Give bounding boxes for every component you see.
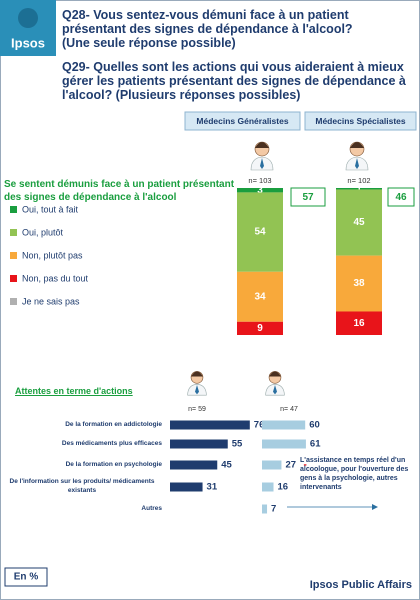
footer-left: En % — [14, 572, 39, 583]
segment-label: 54 — [254, 227, 266, 238]
footer-right: Ipsos Public Affairs — [310, 579, 412, 591]
actions-title: Attentes en terme d'actions — [15, 386, 133, 396]
bar — [170, 482, 203, 492]
category-label: De la formation en addictologie — [65, 421, 162, 428]
legend-label: Non, plutôt pas — [22, 250, 83, 260]
q28-note: (Une seule réponse possible) — [62, 36, 236, 50]
category-label: Des médicaments plus efficaces — [61, 440, 162, 447]
n-label: n= 59 — [188, 406, 206, 413]
total-label: 46 — [395, 192, 407, 203]
doctor-tie — [195, 385, 199, 395]
bar — [262, 482, 274, 492]
legend-swatch — [10, 252, 17, 259]
doctor-tie — [260, 158, 264, 169]
stack-segment — [336, 311, 382, 335]
stack-segment — [237, 321, 283, 335]
marker: - — [303, 460, 306, 471]
stacked-title: Se sentent démunis face à un patient pré… — [4, 179, 235, 203]
category-label: Autres — [141, 505, 162, 512]
legend-label: Oui, tout à fait — [22, 204, 79, 214]
segment-label: 3 — [257, 185, 263, 196]
bar — [170, 460, 218, 470]
n-label: n= 47 — [280, 406, 298, 413]
bar — [262, 504, 268, 514]
group-header: Médecins Généralistes — [196, 116, 288, 126]
doctor-tie — [355, 158, 359, 169]
total-box — [290, 187, 326, 207]
bar-label: 45 — [221, 460, 232, 471]
bar — [262, 420, 306, 430]
stack-segment — [237, 271, 283, 322]
legend-label: Non, pas du tout — [22, 273, 89, 283]
q29: Q29- Quelles sont les actions qui vous a… — [62, 60, 406, 102]
doctor-tie — [273, 385, 277, 395]
bar-label: 16 — [278, 482, 289, 493]
footer-box — [4, 567, 48, 587]
category-label: De l'information sur les produits/ médic… — [9, 478, 155, 494]
bar-label: 76 — [254, 420, 265, 431]
group-header-box — [304, 111, 417, 131]
group-header-box — [184, 111, 301, 131]
bar — [170, 420, 250, 430]
total-box — [387, 187, 415, 207]
stack-segment — [336, 255, 382, 312]
bar — [262, 460, 282, 470]
stack-segment — [237, 188, 283, 193]
segment-label: 38 — [353, 278, 365, 289]
logo-mark — [18, 8, 38, 28]
segment-label: 34 — [254, 291, 266, 302]
stack-segment — [336, 188, 382, 190]
legend-swatch — [10, 275, 17, 282]
bar-label: 60 — [309, 420, 320, 431]
total-label: 57 — [302, 192, 314, 203]
legend-label: Je ne sais pas — [22, 296, 80, 306]
bar-label: 7 — [271, 504, 276, 515]
bar-label: 31 — [207, 482, 218, 493]
bar-label: 61 — [310, 439, 321, 450]
q28-text: Q28- Vous sentez-vous démuni face à un p… — [62, 8, 353, 36]
doctor-hair — [255, 142, 269, 148]
bar — [262, 439, 306, 449]
doctor-hair — [269, 371, 281, 377]
segment-label: 45 — [353, 217, 365, 228]
legend-swatch — [10, 298, 17, 305]
legend-swatch — [10, 206, 17, 213]
segment-label: 16 — [353, 318, 365, 329]
n-label: n= 103 — [248, 176, 271, 185]
doctor-hair — [350, 142, 364, 148]
segment-label: 1 — [356, 183, 362, 194]
bar-label: 27 — [285, 460, 296, 471]
logo-text: Ipsos — [11, 35, 45, 50]
annotation: L'assistance en temps réel d'un alcoolog… — [300, 457, 409, 491]
legend-label: Oui, plutôt — [22, 227, 64, 237]
stack-segment — [237, 192, 283, 272]
bar — [170, 439, 228, 449]
doctor-hair — [191, 371, 203, 377]
q28: Q28- Vous sentez-vous démuni face à un p… — [62, 8, 414, 50]
arrow-head — [372, 504, 378, 510]
category-label: De la formation en psychologie — [65, 461, 162, 468]
group-header: Médecins Spécialistes — [315, 116, 406, 126]
bar-label: 55 — [232, 439, 243, 450]
legend-swatch — [10, 229, 17, 236]
stack-segment — [336, 189, 382, 256]
segment-label: 9 — [257, 323, 263, 334]
n-label: n= 102 — [347, 176, 370, 185]
